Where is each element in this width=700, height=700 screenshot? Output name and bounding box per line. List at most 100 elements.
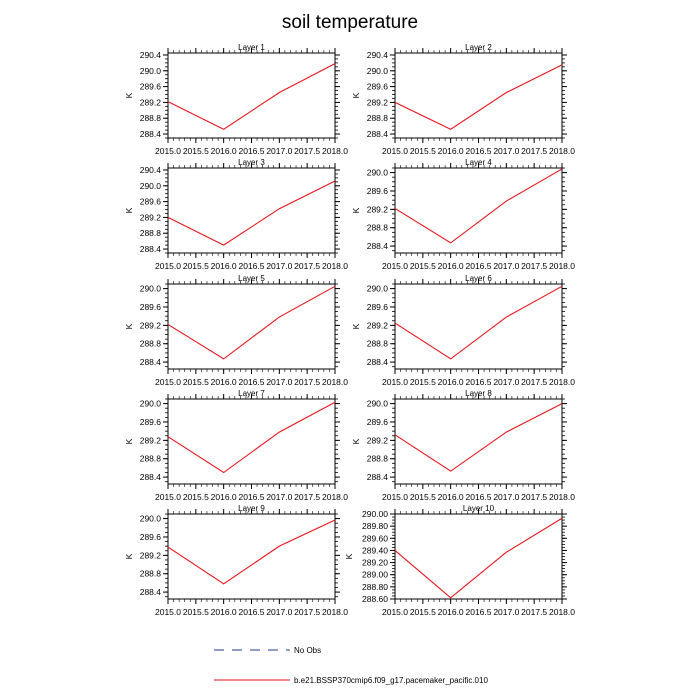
x-tick-label: 2016.5 xyxy=(466,261,492,271)
x-tick-label: 2015.0 xyxy=(155,261,181,271)
plot-frame xyxy=(167,167,336,254)
y-tick-label: 288.4 xyxy=(140,472,162,482)
plot-frame xyxy=(167,513,336,600)
x-tick-label: 2018.0 xyxy=(549,492,575,502)
plot-frame xyxy=(167,283,336,370)
y-tick-label: 290.0 xyxy=(140,66,162,76)
y-tick-label: 289.2 xyxy=(367,435,389,445)
y-tick-label: 289.2 xyxy=(367,97,389,107)
x-tick-label: 2015.5 xyxy=(410,492,436,502)
panel-title: Layer 8 xyxy=(465,389,492,398)
x-tick-label: 2017.0 xyxy=(266,377,292,387)
x-tick-label: 2016.5 xyxy=(239,261,265,271)
plot-frame xyxy=(394,167,563,254)
y-tick-label: 289.6 xyxy=(140,82,162,92)
y-tick-label: 289.2 xyxy=(140,320,162,330)
panel-title: Layer 4 xyxy=(465,158,492,167)
panel-title: Layer 10 xyxy=(463,504,495,513)
y-tick-label: 288.4 xyxy=(140,129,162,139)
y-axis-label: K xyxy=(351,438,361,444)
legend-label-no-obs: No Obs xyxy=(294,646,321,655)
x-tick-label: 2017.0 xyxy=(493,146,519,156)
panel-layer-10: Layer 10 288.60 288.80 289.00 289.20 289.40 28… xyxy=(344,504,575,617)
x-tick-label: 2018.0 xyxy=(322,261,348,271)
y-tick-label: 289.6 xyxy=(367,302,389,312)
x-tick-label: 2016.0 xyxy=(438,261,464,271)
chart-title: soil temperature xyxy=(282,12,418,33)
panel-layer-2: Layer 2 288.4 288.8 289.2 289.6 290.0 290.4 201… xyxy=(351,43,575,156)
panel-layer-3: Layer 3 288.4 288.8 289.2 289.6 290.0 290.4 201… xyxy=(124,158,348,271)
x-tick-label: 2018.0 xyxy=(549,377,575,387)
legend-label-model-run: b.e21.BSSP370cmip6.f09_g17.pacemaker_pac… xyxy=(294,676,488,685)
x-tick-label: 2015.5 xyxy=(183,377,209,387)
y-tick-label: 289.6 xyxy=(367,82,389,92)
y-tick-label: 290.4 xyxy=(140,165,162,175)
x-tick-label: 2017.0 xyxy=(266,492,292,502)
x-tick-label: 2016.5 xyxy=(239,492,265,502)
y-tick-label: 288.8 xyxy=(140,454,162,464)
plot-frame xyxy=(394,52,563,139)
y-tick-label: 290.0 xyxy=(140,514,162,524)
x-tick-label: 2015.0 xyxy=(155,146,181,156)
y-tick-label: 290.0 xyxy=(367,168,389,178)
y-tick-label: 288.8 xyxy=(367,454,389,464)
x-tick-label: 2017.0 xyxy=(493,607,519,617)
y-tick-label: 289.2 xyxy=(140,435,162,445)
y-tick-label: 288.80 xyxy=(362,582,388,592)
x-tick-label: 2018.0 xyxy=(322,607,348,617)
x-tick-label: 2017.5 xyxy=(294,492,320,502)
y-tick-label: 288.4 xyxy=(367,357,389,367)
x-tick-label: 2017.5 xyxy=(521,146,547,156)
y-axis-label: K xyxy=(351,323,361,329)
x-tick-label: 2017.5 xyxy=(521,492,547,502)
panel-layer-1: Layer 1 288.4 288.8 289.2 289.6 290.0 290.4 201… xyxy=(124,43,348,156)
y-axis-label: K xyxy=(344,553,354,559)
x-tick-label: 2015.5 xyxy=(183,492,209,502)
series-line xyxy=(394,64,563,130)
plot-frame xyxy=(394,398,563,485)
y-tick-label: 289.6 xyxy=(140,197,162,207)
y-tick-label: 289.2 xyxy=(140,212,162,222)
x-tick-label: 2017.5 xyxy=(521,261,547,271)
y-axis-label: K xyxy=(124,438,134,444)
y-tick-label: 288.8 xyxy=(367,339,389,349)
y-tick-label: 290.0 xyxy=(140,399,162,409)
y-tick-label: 288.8 xyxy=(367,113,389,123)
plot-frame xyxy=(167,398,336,485)
y-tick-label: 290.4 xyxy=(140,50,162,60)
y-tick-label: 288.4 xyxy=(140,244,162,254)
legend: No Obs b.e21.BSSP370cmip6.f09_g17.pacema… xyxy=(214,646,488,685)
y-tick-label: 289.6 xyxy=(140,532,162,542)
series-line xyxy=(394,403,563,472)
y-tick-label: 289.6 xyxy=(140,302,162,312)
x-tick-label: 2017.5 xyxy=(294,607,320,617)
x-tick-label: 2015.0 xyxy=(382,377,408,387)
y-tick-label: 288.4 xyxy=(140,587,162,597)
x-tick-label: 2016.0 xyxy=(211,607,237,617)
x-tick-label: 2017.5 xyxy=(294,261,320,271)
x-tick-label: 2017.0 xyxy=(493,377,519,387)
x-tick-label: 2018.0 xyxy=(549,146,575,156)
x-tick-label: 2015.0 xyxy=(155,377,181,387)
x-tick-label: 2017.0 xyxy=(266,261,292,271)
x-tick-label: 2016.5 xyxy=(239,377,265,387)
x-tick-label: 2017.5 xyxy=(294,146,320,156)
y-axis-label: K xyxy=(124,323,134,329)
x-tick-label: 2015.5 xyxy=(183,146,209,156)
series-line xyxy=(167,63,336,130)
x-tick-label: 2017.0 xyxy=(266,146,292,156)
panel-title: Layer 3 xyxy=(238,158,265,167)
y-tick-label: 288.8 xyxy=(140,113,162,123)
y-axis-label: K xyxy=(351,207,361,213)
x-tick-label: 2016.5 xyxy=(466,607,492,617)
series-line xyxy=(167,401,336,474)
y-tick-label: 288.8 xyxy=(140,569,162,579)
plot-frame xyxy=(167,52,336,139)
y-tick-label: 288.60 xyxy=(362,594,388,604)
y-tick-label: 289.80 xyxy=(362,521,388,531)
